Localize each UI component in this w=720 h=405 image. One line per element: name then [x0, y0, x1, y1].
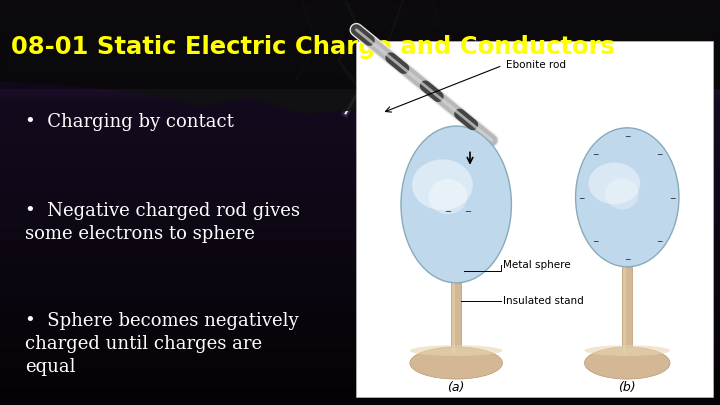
- Ellipse shape: [585, 347, 670, 379]
- Ellipse shape: [588, 162, 640, 204]
- Ellipse shape: [585, 345, 670, 356]
- Text: (b): (b): [618, 382, 636, 394]
- Ellipse shape: [575, 128, 679, 267]
- Text: •  Charging by contact: • Charging by contact: [25, 113, 234, 131]
- Text: ─: ─: [593, 236, 598, 245]
- Text: Ebonite rod: Ebonite rod: [506, 60, 566, 70]
- Ellipse shape: [410, 347, 503, 379]
- Text: ─: ─: [657, 236, 662, 245]
- Bar: [0, 0, 720, 89]
- Ellipse shape: [401, 126, 511, 283]
- Text: (a): (a): [448, 382, 465, 394]
- Bar: [622, 267, 632, 354]
- Text: ─: ─: [580, 193, 584, 202]
- Text: ─: ─: [446, 206, 451, 215]
- Bar: [451, 283, 462, 354]
- Ellipse shape: [428, 179, 467, 214]
- Polygon shape: [0, 0, 720, 122]
- Text: ─: ─: [657, 149, 662, 159]
- Text: Metal sphere: Metal sphere: [503, 260, 570, 270]
- Text: •  Negative charged rod gives
some electrons to sphere: • Negative charged rod gives some electr…: [25, 202, 300, 243]
- Text: 08-01 Static Electric Charge and Conductors: 08-01 Static Electric Charge and Conduct…: [11, 34, 615, 59]
- Bar: [452, 283, 455, 354]
- Ellipse shape: [412, 159, 473, 210]
- Text: ─: ─: [464, 206, 469, 215]
- Text: ─: ─: [625, 132, 629, 141]
- Bar: [356, 40, 713, 397]
- Text: ─: ─: [593, 149, 598, 159]
- Bar: [624, 267, 626, 354]
- Ellipse shape: [606, 178, 639, 209]
- Text: ─: ─: [670, 193, 675, 202]
- Text: •  Sphere becomes negatively
charged until charges are
equal: • Sphere becomes negatively charged unti…: [25, 312, 299, 376]
- Text: ─: ─: [625, 254, 629, 263]
- Ellipse shape: [410, 345, 503, 356]
- Text: Insulated stand: Insulated stand: [503, 296, 583, 306]
